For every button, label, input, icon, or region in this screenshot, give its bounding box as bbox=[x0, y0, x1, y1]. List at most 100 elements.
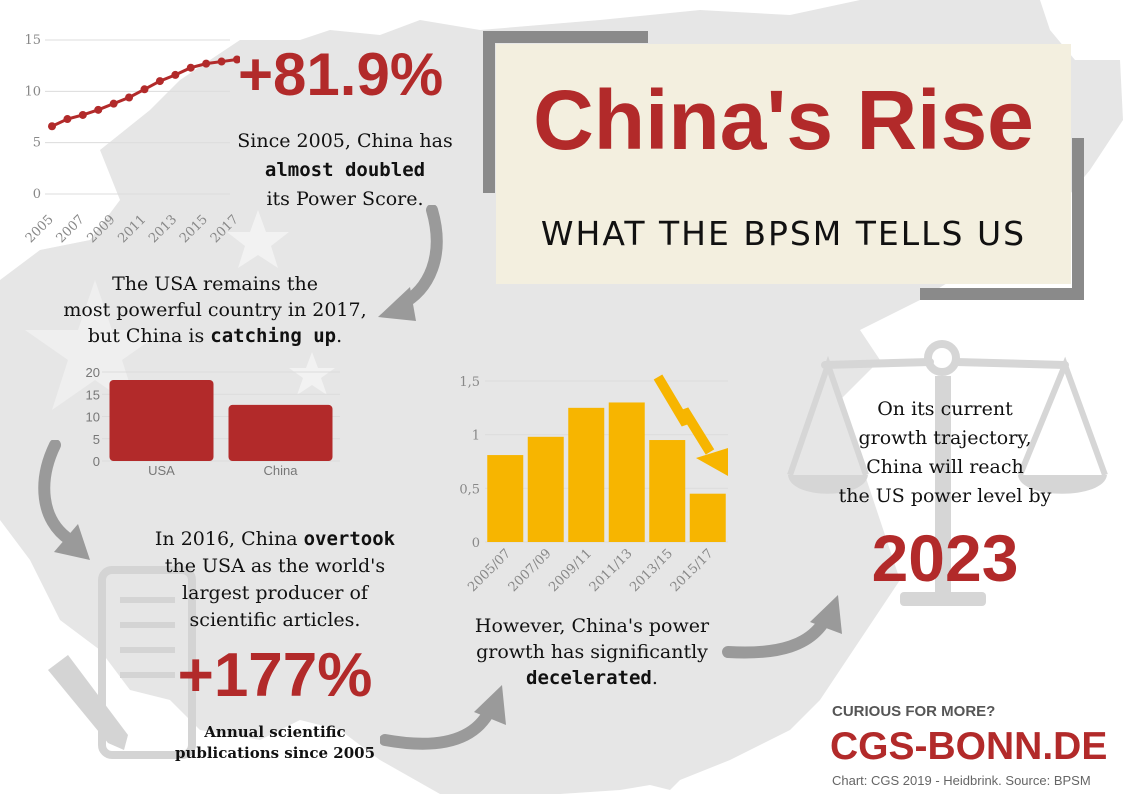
data-point bbox=[202, 59, 211, 68]
usa-china-line-3-bold: catching up bbox=[210, 325, 337, 347]
growth-line-1: However, China's power bbox=[474, 615, 710, 637]
y-tick-label: 0 bbox=[93, 454, 100, 469]
x-tick-label: 2017 bbox=[208, 212, 240, 245]
bar bbox=[109, 380, 214, 461]
usa-china-line-1: The USA remains the bbox=[112, 273, 318, 295]
bar bbox=[649, 440, 686, 542]
data-point bbox=[48, 122, 56, 131]
x-tick-label: 2013/15 bbox=[627, 546, 676, 595]
data-point bbox=[78, 110, 87, 119]
down-arrow-icon bbox=[653, 374, 728, 476]
x-tick-label: 2009 bbox=[84, 212, 118, 245]
usa-china-line-2: most powerful country in 2017, bbox=[63, 299, 367, 321]
power-score-text: Since 2005, China has almost doubled its… bbox=[220, 127, 470, 214]
bar bbox=[487, 455, 524, 542]
y-tick-label: 10 bbox=[24, 84, 41, 99]
science-line-1-pre: In 2016, China bbox=[154, 528, 304, 550]
growth-line-3-bold: decelerated bbox=[526, 667, 652, 689]
footer-credit: Chart: CGS 2019 - Heidbrink. Source: BPS… bbox=[832, 773, 1091, 788]
data-point bbox=[155, 77, 164, 86]
data-point bbox=[171, 70, 180, 79]
title-card bbox=[496, 44, 1071, 284]
data-point bbox=[233, 55, 240, 64]
y-tick-label: 15 bbox=[24, 33, 41, 48]
forecast-line-2: growth trajectory, bbox=[858, 427, 1032, 449]
forecast-text: On its current growth trajectory, China … bbox=[815, 395, 1075, 511]
arrow-icon bbox=[722, 595, 842, 659]
growth-line-2: growth has significantly bbox=[476, 641, 708, 663]
y-tick-label: 5 bbox=[93, 432, 100, 447]
y-tick-label: 1,5 bbox=[459, 375, 480, 390]
title-frame-bottom bbox=[920, 288, 1084, 300]
growth-text: However, China's power growth has signif… bbox=[462, 613, 722, 691]
data-point bbox=[140, 85, 149, 94]
bar bbox=[568, 407, 605, 542]
science-line-4: scientific articles. bbox=[189, 609, 361, 631]
y-tick-label: 1 bbox=[472, 429, 480, 444]
star-icon bbox=[289, 352, 335, 395]
forecast-line-3: China will reach bbox=[866, 456, 1024, 478]
usa-china-bar-chart: 0 5 10 15 20 USA China bbox=[86, 365, 340, 478]
usa-china-line-3-post: . bbox=[336, 325, 343, 347]
page-subtitle: WHAT THE BPSM TELLS US bbox=[540, 214, 1027, 253]
title-frame-right bbox=[1072, 138, 1084, 300]
science-caption-line-1: Annual scientific bbox=[204, 723, 346, 741]
arrow-icon bbox=[380, 685, 506, 750]
science-line-3: largest producer of bbox=[182, 582, 368, 604]
usa-china-line-3-pre: but China is bbox=[87, 325, 211, 347]
power-score-headline: +81.9% bbox=[238, 41, 444, 108]
power-score-text-line-1: Since 2005, China has bbox=[237, 130, 453, 152]
bar bbox=[228, 404, 333, 461]
power-score-text-line-3: its Power Score. bbox=[266, 188, 424, 210]
x-tick-label: 2007/09 bbox=[506, 546, 555, 595]
bar bbox=[608, 402, 645, 542]
star-icon bbox=[25, 280, 165, 410]
y-tick-label: 0 bbox=[33, 187, 41, 202]
star-icon bbox=[227, 210, 289, 268]
scales-icon bbox=[787, 340, 1108, 606]
y-tick-label: 5 bbox=[33, 136, 41, 151]
arrow-icon bbox=[378, 205, 443, 321]
power-score-text-bold: almost doubled bbox=[264, 159, 426, 181]
x-tick-label: 2005/07 bbox=[465, 546, 514, 595]
y-tick-label: 0,5 bbox=[459, 482, 480, 497]
title-frame-left bbox=[483, 31, 495, 193]
bar bbox=[689, 493, 726, 542]
forecast-line-1: On its current bbox=[877, 398, 1013, 420]
growth-line-3-post: . bbox=[651, 667, 658, 689]
science-headline: +177% bbox=[177, 641, 373, 710]
y-tick-label: 10 bbox=[86, 410, 100, 425]
data-point bbox=[109, 99, 118, 108]
x-tick-label: USA bbox=[148, 463, 175, 478]
usa-china-text: The USA remains the most powerful countr… bbox=[50, 271, 380, 349]
x-tick-label: 2009/11 bbox=[546, 546, 595, 595]
data-point bbox=[63, 115, 72, 124]
y-tick-label: 15 bbox=[86, 387, 100, 402]
x-tick-label: 2011/13 bbox=[587, 546, 636, 595]
x-tick-label: 2013 bbox=[146, 212, 180, 245]
forecast-line-4: the US power level by bbox=[838, 485, 1052, 507]
science-caption: Annual scientific publications since 200… bbox=[140, 722, 410, 764]
y-tick-label: 20 bbox=[86, 365, 100, 380]
arrow-icon bbox=[38, 440, 90, 560]
science-line-1-bold: overtook bbox=[303, 528, 396, 550]
science-caption-line-2: publications since 2005 bbox=[174, 744, 376, 762]
growth-bar-chart: 0 0,5 1 1,5 2005/072007/092009/112011/132013… bbox=[459, 375, 728, 595]
page-title: China's Rise bbox=[533, 73, 1034, 167]
data-point bbox=[125, 93, 134, 102]
x-tick-label: China bbox=[264, 463, 299, 478]
y-tick-label: 0 bbox=[472, 536, 480, 551]
x-tick-label: 2015 bbox=[177, 212, 211, 245]
data-point bbox=[186, 63, 195, 72]
x-tick-label: 2011 bbox=[115, 212, 149, 245]
footer-prompt: CURIOUS FOR MORE? bbox=[832, 703, 996, 720]
title-frame-top bbox=[483, 31, 648, 43]
cgs-bonn-link[interactable]: CGS-BONN.DE bbox=[830, 725, 1108, 768]
bar bbox=[527, 436, 564, 542]
data-point bbox=[217, 57, 226, 66]
x-tick-label: 2007 bbox=[54, 212, 88, 245]
x-tick-label: 2015/17 bbox=[668, 546, 717, 595]
data-point bbox=[94, 105, 103, 114]
x-tick-label: 2005 bbox=[23, 212, 57, 245]
